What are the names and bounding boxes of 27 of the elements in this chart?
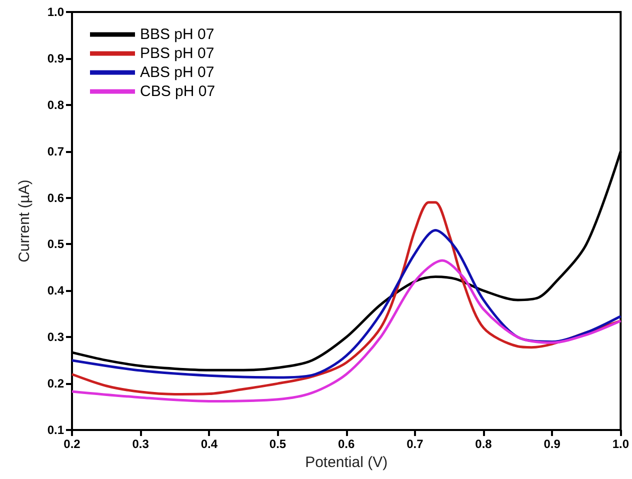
x-tick-label: 0.8: [475, 437, 492, 451]
line-series: [70, 229, 622, 379]
y-tick-label: 0.9: [47, 51, 64, 66]
y-tick-label: 0.6: [47, 190, 64, 205]
x-tick-label: 0.5: [269, 437, 286, 451]
legend-label: PBS pH 07: [140, 45, 214, 62]
y-tick-label: 1.0: [47, 5, 64, 19]
x-axis-title: Potential (V): [305, 454, 388, 471]
y-tick-label: 0.2: [47, 376, 64, 391]
legend-label: CBS pH 07: [140, 83, 216, 100]
line-series: [70, 259, 622, 402]
x-tick-label: 0.7: [406, 437, 424, 451]
legend-label: BBS pH 07: [140, 26, 214, 43]
x-tick-label: 0.6: [338, 437, 355, 451]
y-tick-label: 0.8: [47, 98, 64, 112]
x-tick-label: 1.0: [612, 437, 630, 451]
legend-label: ABS pH 07: [140, 64, 214, 81]
y-tick-label: 0.3: [47, 330, 64, 344]
x-tick-label: 0.4: [200, 437, 218, 451]
y-tick-label: 0.4: [47, 284, 64, 298]
y-tick-label: 0.5: [47, 237, 64, 252]
y-tick-label: 0.1: [47, 423, 64, 437]
x-tick-label: 0.3: [132, 437, 150, 451]
y-axis-title: Current (µA): [16, 180, 33, 262]
x-tick-label: 0.9: [544, 437, 561, 451]
y-tick-label: 0.7: [47, 144, 64, 158]
x-tick-label: 0.2: [64, 437, 81, 451]
